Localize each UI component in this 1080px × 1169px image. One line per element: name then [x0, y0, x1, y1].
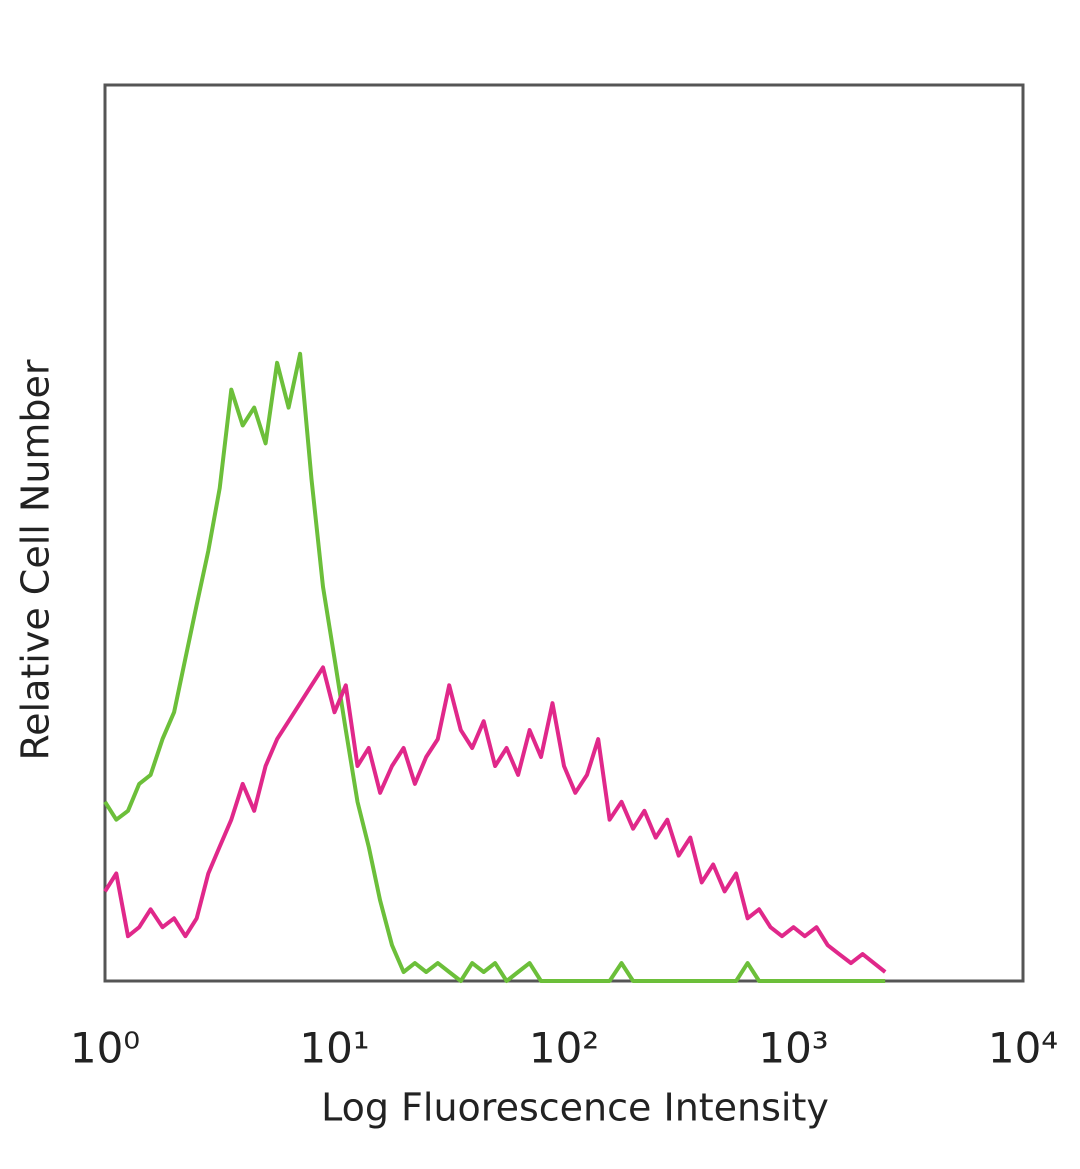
x-tick-label: 10²	[529, 1024, 599, 1073]
x-tick-label: 10³	[758, 1024, 828, 1073]
plot-frame	[103, 83, 1025, 983]
x-tick-label: 10⁴	[988, 1024, 1058, 1073]
x-tick-label: 10⁰	[70, 1024, 140, 1073]
series-line	[103, 665, 887, 974]
series-line	[103, 351, 886, 983]
x-axis-title: Log Fluorescence Intensity	[321, 1086, 829, 1130]
x-tick-label: 10¹	[299, 1024, 369, 1073]
y-axis-title: Relative Cell Number	[14, 359, 58, 760]
